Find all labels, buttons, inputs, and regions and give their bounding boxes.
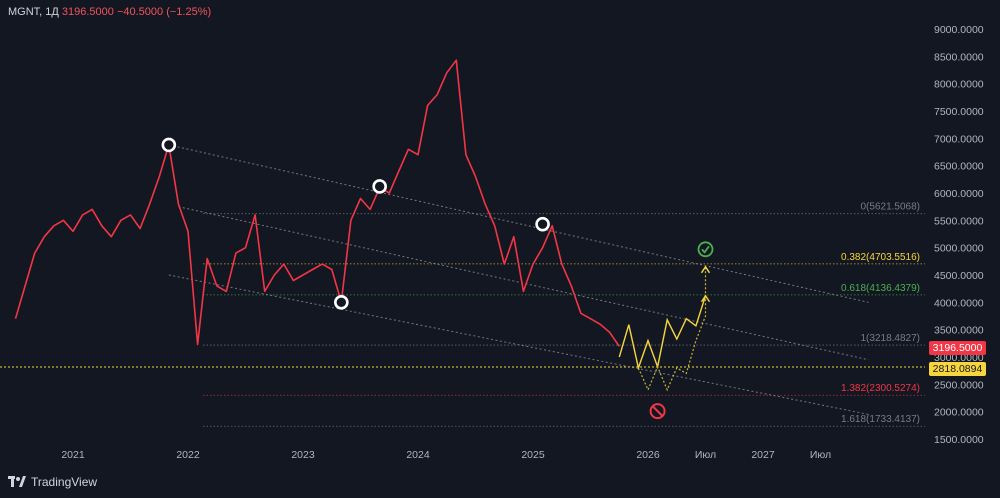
trend-channel-line [168,144,869,303]
fib-level-label: 1(3218.4827) [861,333,921,344]
fib-level-label: 0(5621.5068) [861,202,921,213]
price-series-line [14,59,620,347]
y-tick-label: 2500.0000 [934,379,984,391]
fib-level-label: 0.382(4703.5516) [841,252,920,263]
target-check-icon [697,241,714,258]
y-tick-label: 3500.0000 [934,325,984,337]
brand-name: TradingView [31,475,98,489]
prohibited-slash [651,405,664,417]
projection-main-path [618,295,707,371]
pivot-circle-marker [372,179,387,194]
change-label: −40.5000 (−1.25%) [116,6,212,18]
y-tick-label: 8500.0000 [934,51,984,63]
x-tick-label: 2022 [176,449,200,461]
x-tick-label: 2025 [521,449,545,461]
trend-channel-line [168,274,869,415]
projection-alt-path [637,266,707,392]
y-tick-label: 5000.0000 [934,243,984,255]
y-tick-label: 2000.0000 [934,407,984,419]
y-tick-label: 4500.0000 [934,270,984,282]
last-price-label: 3196.5000 [61,6,114,18]
tradingview-brand[interactable]: TradingView [8,475,97,489]
pivot-circle-marker [334,295,349,310]
y-tick-label: 1500.0000 [934,434,984,446]
y-tick-label: 4000.0000 [934,297,984,309]
x-tick-label: 2023 [291,449,315,461]
x-tick-label: 2024 [406,449,430,461]
projection-alt-arrowhead [700,265,711,274]
prohibited-icon [649,403,666,420]
pivot-circle-marker [161,137,177,153]
symbol-label: MGNT, 1Д [8,6,59,18]
y-tick-label: 6500.0000 [934,161,984,173]
tradingview-logo-icon [8,476,26,487]
last-price-tag: 3196.5000 [929,341,986,355]
check-mark-icon [701,245,710,254]
x-tick-label: 2021 [61,449,85,461]
level-price-tag: 2818.0894 [929,362,986,376]
y-tick-label: 9000.0000 [934,24,984,36]
x-tick-label: 2027 [751,449,775,461]
fib-level-label: 0.618(4136.4379) [841,283,920,294]
y-tick-label: 7000.0000 [934,133,984,145]
projection-main-arrowhead [700,294,711,303]
y-tick-label: 8000.0000 [934,79,984,91]
x-tick-label: 2026 [636,449,660,461]
trend-channel-line [178,206,869,361]
y-tick-label: 7500.0000 [934,106,984,118]
y-tick-label: 5500.0000 [934,215,984,227]
x-tick-label: Июл [695,449,716,461]
fib-level-label: 1.618(1733.4137) [841,414,920,425]
y-tick-label: 6000.0000 [934,188,984,200]
pivot-circle-marker [535,216,550,232]
y-tick-label: 3000.0000 [934,352,984,364]
fib-level-label: 1.382(2300.5274) [841,383,920,394]
symbol-header: MGNT, 1Д 3196.5000 −40.5000 (−1.25%) [8,6,211,18]
x-tick-label: Июл [810,449,831,461]
